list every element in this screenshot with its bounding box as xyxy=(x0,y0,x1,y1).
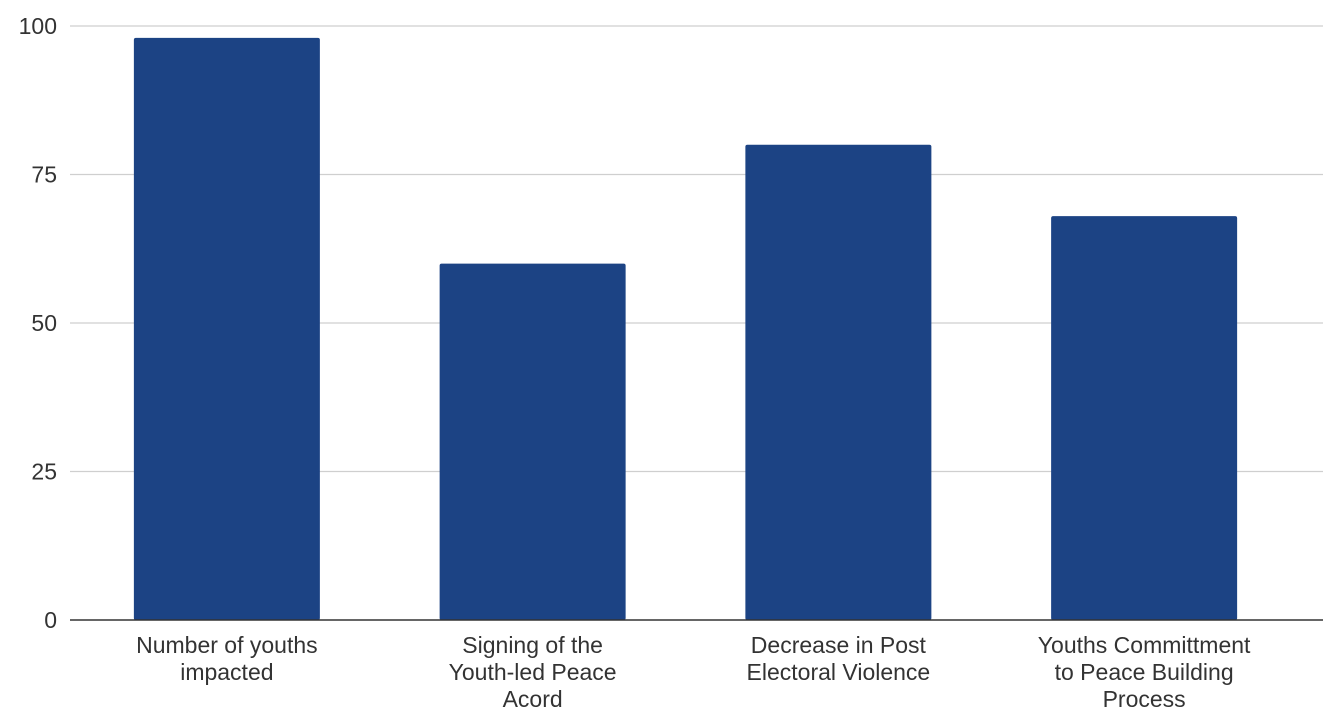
x-category-label-line: to Peace Building xyxy=(1055,659,1234,685)
x-category-label: Number of youths impacted xyxy=(136,632,318,685)
bar xyxy=(439,263,626,620)
x-category-label-line: Number of youths xyxy=(136,632,318,658)
x-category-label-line: Electoral Violence xyxy=(747,659,931,685)
bar xyxy=(1051,216,1238,620)
x-category-label: Decrease in Post Electoral Violence xyxy=(747,632,931,685)
x-category-label-line: Youths Committment xyxy=(1038,632,1251,658)
x-category-label-line: Process xyxy=(1103,686,1186,711)
x-category-label-line: Decrease in Post xyxy=(751,632,927,658)
bar xyxy=(745,144,932,621)
y-tick-label: 50 xyxy=(31,310,57,336)
y-tick-label: 75 xyxy=(31,162,57,188)
bars xyxy=(133,37,1238,621)
y-tick-label: 0 xyxy=(44,607,57,633)
y-axis-tick-labels: 0 25 50 75 100 xyxy=(19,13,57,633)
y-tick-label: 25 xyxy=(31,459,57,485)
x-category-label-line: Acord xyxy=(503,686,563,711)
x-category-label-line: Youth-led Peace xyxy=(449,659,617,685)
bar xyxy=(133,37,320,620)
x-category-label: Signing of the Youth-led Peace Acord xyxy=(449,632,617,711)
y-tick-label: 100 xyxy=(19,13,57,39)
x-category-label-line: Signing of the xyxy=(462,632,603,658)
x-category-label: Youths Committment to Peace Building Proce… xyxy=(1038,632,1251,711)
x-category-label-line: impacted xyxy=(180,659,273,685)
